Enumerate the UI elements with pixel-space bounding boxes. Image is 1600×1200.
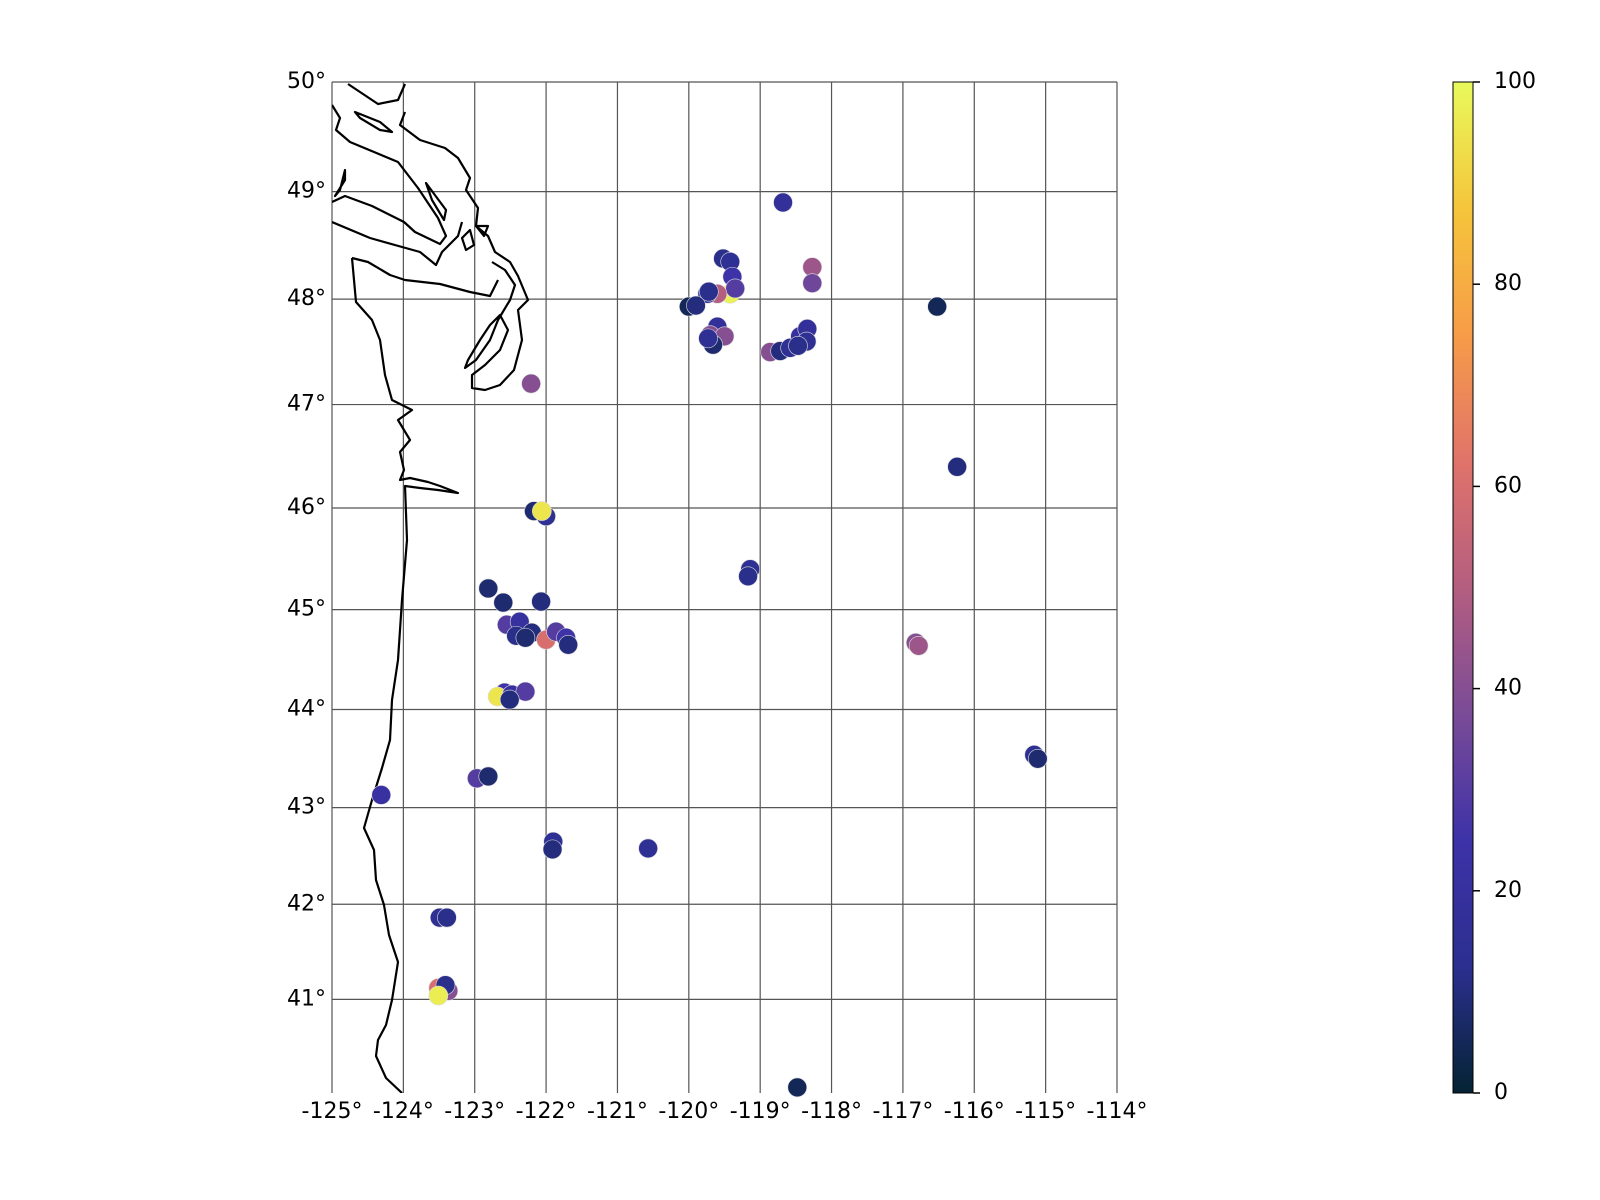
axes: -125° -124° -123° -122° -121° -120° -119° -118°… <box>287 69 1536 1124</box>
colorbar-tick-label: 40 <box>1494 676 1522 701</box>
point <box>499 689 520 710</box>
point <box>698 328 718 349</box>
grid <box>331 81 1118 1093</box>
point <box>371 785 392 805</box>
point <box>686 295 706 316</box>
point <box>558 634 579 655</box>
y-tick-label: 42° <box>287 891 326 916</box>
y-tick-label: 44° <box>287 696 326 721</box>
point <box>437 907 457 928</box>
point <box>515 627 536 648</box>
coast <box>398 111 530 392</box>
x-tick-label: -122° <box>516 1099 577 1124</box>
x-tick-label: -125° <box>302 1099 363 1124</box>
point <box>725 278 746 299</box>
x-tick-label: -119° <box>730 1099 791 1124</box>
coastline <box>332 83 530 1093</box>
x-tick-label: -123° <box>444 1099 505 1124</box>
y-tick-label: 48° <box>287 286 326 311</box>
point <box>908 635 929 656</box>
coast <box>351 256 499 298</box>
colorbar-tick-label: 80 <box>1494 271 1522 296</box>
point <box>947 457 967 477</box>
y-tick-label: 46° <box>287 495 326 520</box>
point <box>531 591 551 612</box>
y-tick-label: 43° <box>287 795 326 820</box>
point <box>802 273 823 293</box>
point <box>493 592 514 613</box>
coast <box>332 83 448 246</box>
point <box>478 578 499 599</box>
point <box>428 985 449 1006</box>
colorbar-tick-label: 60 <box>1494 473 1522 498</box>
y-tick-label: 49° <box>287 179 326 204</box>
points <box>371 192 1048 1098</box>
coast <box>332 220 464 267</box>
y-tick-label: 50° <box>287 69 326 94</box>
point <box>638 838 658 859</box>
point <box>521 373 541 394</box>
point <box>927 296 947 317</box>
x-tick-label: -120° <box>658 1099 719 1124</box>
point <box>532 501 552 521</box>
point <box>787 1077 808 1098</box>
x-tick-label: -115° <box>1015 1099 1076 1124</box>
point <box>738 566 758 587</box>
colorbar-tick-label: 100 <box>1494 69 1536 94</box>
colorbar-tick-label: 0 <box>1494 1080 1508 1105</box>
colorbar-tick-label: 20 <box>1494 878 1522 903</box>
y-tick-label: 47° <box>287 392 326 417</box>
point <box>773 192 793 213</box>
x-tick-label: -124° <box>373 1099 434 1124</box>
point <box>478 766 499 787</box>
point <box>542 839 563 860</box>
x-tick-label: -114° <box>1087 1099 1148 1124</box>
coast <box>350 257 460 1093</box>
point <box>788 335 808 356</box>
y-tick-label: 41° <box>287 986 326 1011</box>
point <box>515 681 536 702</box>
colorbar <box>1452 81 1474 1094</box>
point <box>1027 748 1048 769</box>
x-tick-label: -121° <box>587 1099 648 1124</box>
x-tick-label: -116° <box>944 1099 1005 1124</box>
x-tick-label: -117° <box>872 1099 933 1124</box>
coast <box>333 110 490 252</box>
y-tick-label: 45° <box>287 597 326 622</box>
x-tick-label: -118° <box>801 1099 862 1124</box>
point <box>698 281 719 302</box>
